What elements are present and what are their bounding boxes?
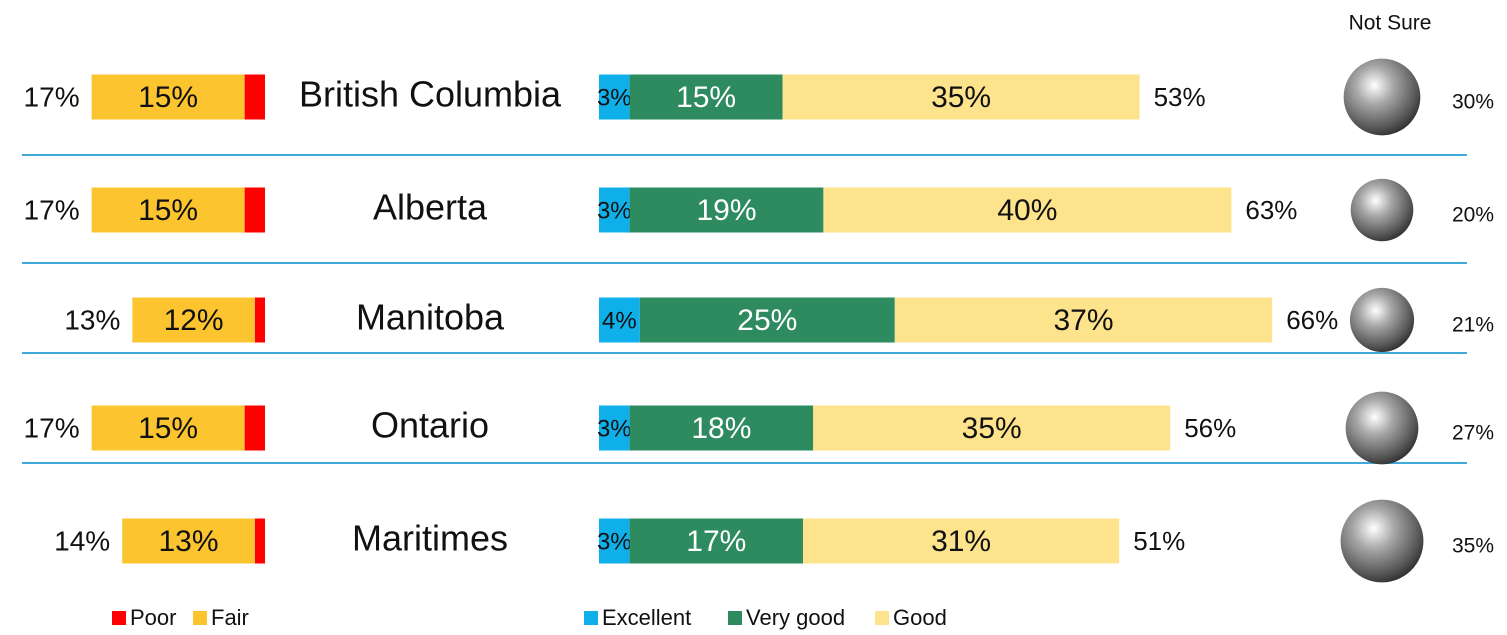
not-sure-bubble bbox=[1340, 499, 1424, 583]
bar-value-label: 25% bbox=[737, 304, 797, 337]
bar-segment bbox=[599, 187, 630, 233]
bar-value-label: 19% bbox=[696, 194, 756, 227]
legend-swatch bbox=[193, 611, 207, 625]
bar-value-label: 15% bbox=[138, 81, 198, 114]
bar-segment bbox=[894, 297, 1273, 343]
bar-segment bbox=[122, 518, 255, 564]
bar-segment bbox=[629, 74, 783, 120]
bar-value-label: 4% bbox=[602, 307, 637, 334]
negative-total-label: 17% bbox=[24, 412, 80, 443]
bar-value-label: 3% bbox=[597, 415, 632, 442]
category-label: Alberta bbox=[373, 187, 488, 228]
category-label: Ontario bbox=[371, 405, 489, 446]
bar-segment bbox=[629, 405, 814, 451]
bar-value-label: 3% bbox=[597, 197, 632, 224]
not-sure-bubble bbox=[1349, 287, 1415, 353]
bar-segment bbox=[244, 74, 265, 120]
bar-segment bbox=[599, 405, 630, 451]
bar-value-label: 13% bbox=[158, 525, 218, 558]
negative-total-label: 17% bbox=[24, 81, 80, 112]
not-sure-title: Not Sure bbox=[1349, 12, 1432, 35]
bar-value-label: 3% bbox=[597, 528, 632, 555]
bar-value-label: 35% bbox=[931, 81, 991, 114]
legend-swatch bbox=[112, 611, 126, 625]
legend-label: Fair bbox=[211, 605, 249, 630]
not-sure-label: 20% bbox=[1452, 204, 1494, 227]
legend-swatch bbox=[728, 611, 742, 625]
bar-segment bbox=[91, 187, 245, 233]
bar-segment bbox=[782, 74, 1140, 120]
bar-segment bbox=[599, 297, 640, 343]
not-sure-label: 21% bbox=[1452, 314, 1494, 337]
positive-total-label: 56% bbox=[1184, 413, 1236, 443]
positive-total-label: 53% bbox=[1154, 82, 1206, 112]
bar-segment bbox=[629, 187, 824, 233]
negative-total-label: 13% bbox=[64, 304, 120, 335]
bar-value-label: 18% bbox=[691, 412, 751, 445]
legend-label: Poor bbox=[130, 605, 176, 630]
bar-segment bbox=[599, 74, 630, 120]
bar-segment bbox=[813, 405, 1171, 451]
legend-swatch bbox=[875, 611, 889, 625]
bar-value-label: 15% bbox=[138, 194, 198, 227]
bar-value-label: 40% bbox=[997, 194, 1057, 227]
not-sure-bubble bbox=[1343, 58, 1421, 136]
bar-segment bbox=[629, 518, 803, 564]
bar-segment bbox=[244, 187, 265, 233]
bar-value-label: 15% bbox=[138, 412, 198, 445]
not-sure-bubble bbox=[1350, 178, 1414, 242]
bar-value-label: 15% bbox=[676, 81, 736, 114]
bar-value-label: 12% bbox=[164, 304, 224, 337]
bar-segment bbox=[599, 518, 630, 564]
bar-segment bbox=[639, 297, 895, 343]
bar-segment bbox=[254, 297, 265, 343]
bar-segment bbox=[254, 518, 265, 564]
not-sure-label: 30% bbox=[1452, 91, 1494, 114]
category-label: Manitoba bbox=[356, 297, 505, 338]
bar-value-label: 37% bbox=[1053, 304, 1113, 337]
not-sure-label: 27% bbox=[1452, 422, 1494, 445]
bar-value-label: 31% bbox=[931, 525, 991, 558]
category-label: British Columbia bbox=[299, 74, 562, 115]
not-sure-label: 35% bbox=[1452, 535, 1494, 558]
positive-total-label: 51% bbox=[1133, 526, 1185, 556]
legend-label: Very good bbox=[746, 605, 845, 630]
negative-total-label: 17% bbox=[24, 194, 80, 225]
negative-total-label: 14% bbox=[54, 525, 110, 556]
bar-value-label: 3% bbox=[597, 84, 632, 111]
legend-label: Good bbox=[893, 605, 947, 630]
legend-swatch bbox=[584, 611, 598, 625]
bar-segment bbox=[823, 187, 1232, 233]
bar-value-label: 35% bbox=[962, 412, 1022, 445]
bar-segment bbox=[244, 405, 265, 451]
positive-total-label: 63% bbox=[1245, 195, 1297, 225]
not-sure-bubble bbox=[1345, 391, 1419, 465]
bar-segment bbox=[132, 297, 255, 343]
category-label: Maritimes bbox=[352, 518, 508, 559]
bar-segment bbox=[803, 518, 1120, 564]
bar-value-label: 17% bbox=[686, 525, 746, 558]
positive-total-label: 66% bbox=[1286, 305, 1338, 335]
legend-label: Excellent bbox=[602, 605, 691, 630]
bar-segment bbox=[91, 405, 245, 451]
bar-segment bbox=[91, 74, 245, 120]
